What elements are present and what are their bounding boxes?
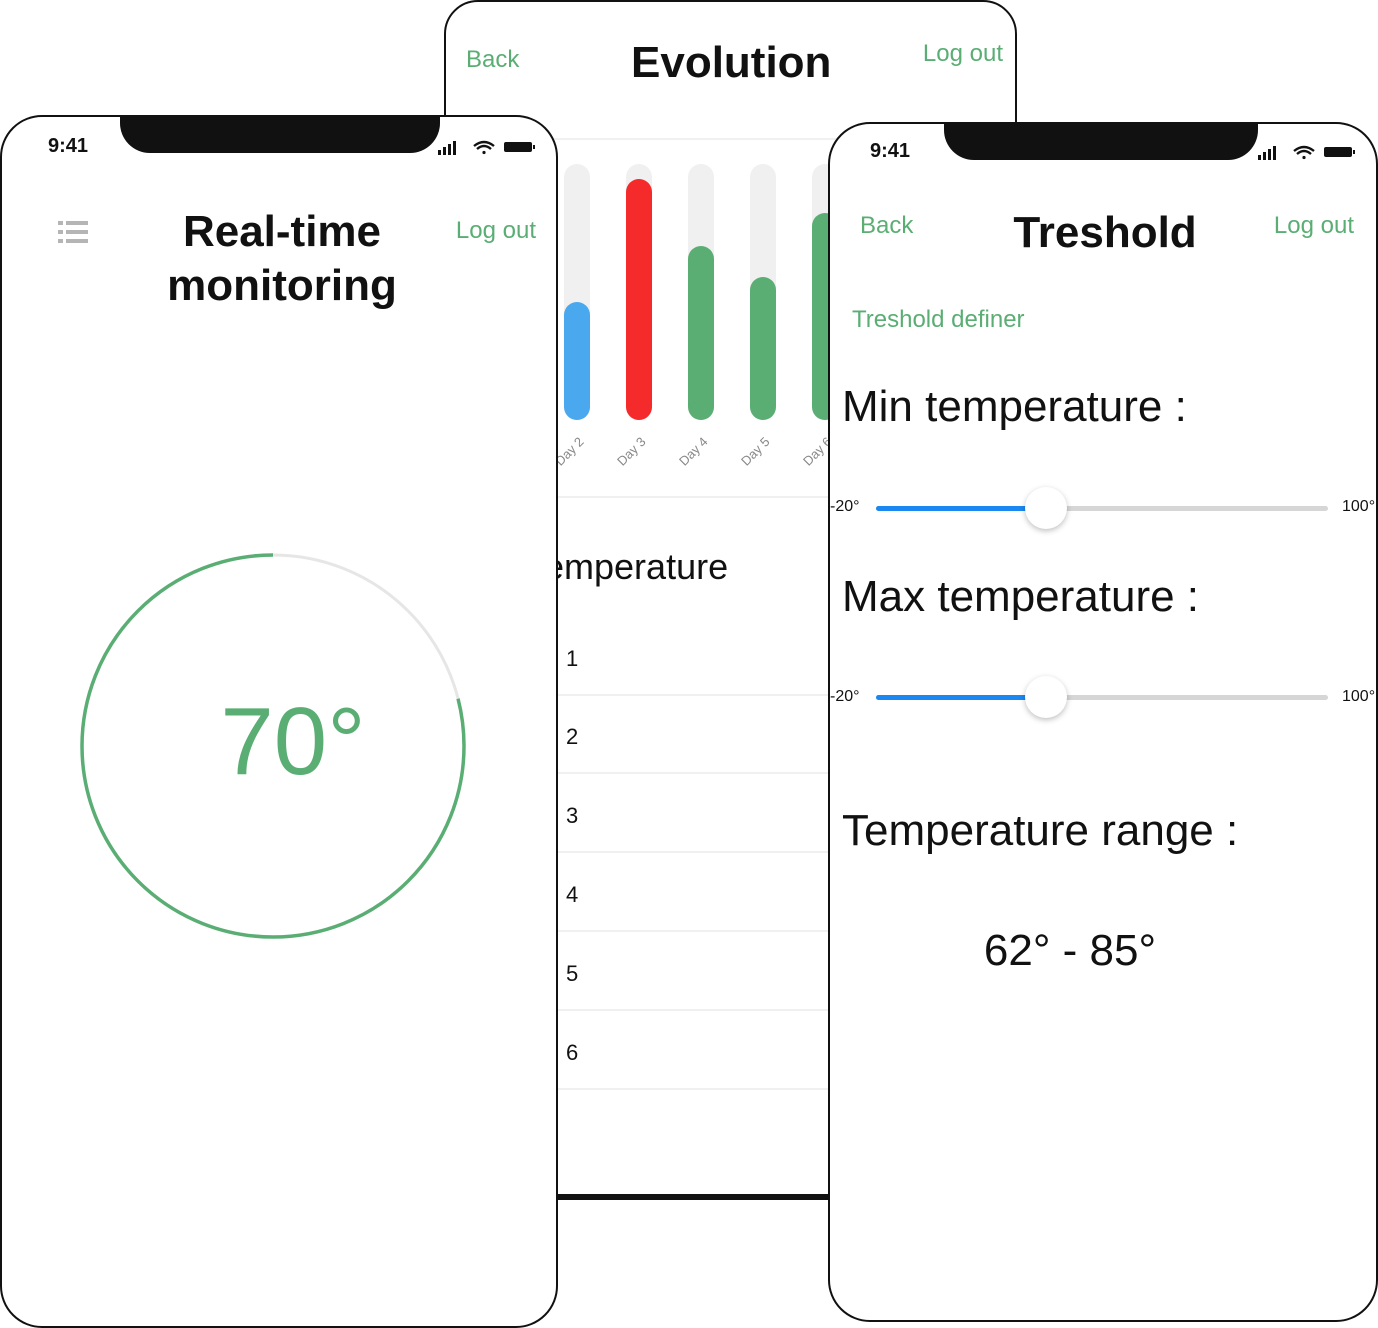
list-icon[interactable] xyxy=(58,219,88,245)
status-time: 9:41 xyxy=(870,140,911,162)
list-item-label: 5 xyxy=(566,961,579,986)
wifi-icon xyxy=(473,140,495,155)
notch xyxy=(120,117,440,153)
bar[interactable] xyxy=(688,245,714,420)
bar[interactable] xyxy=(564,302,590,420)
slider-fill xyxy=(876,506,1046,511)
slider-fill xyxy=(876,695,1046,700)
max-temperature-label: Max temperature : xyxy=(842,572,1200,621)
list-item[interactable]: 5 xyxy=(446,931,1015,1011)
list-item-label: 3 xyxy=(566,803,579,828)
list-item[interactable]: 4 xyxy=(446,852,1015,932)
slider-max-value: 100° xyxy=(1342,498,1376,515)
wifi-icon xyxy=(1293,145,1315,160)
threshold-definer-link[interactable]: Treshold definer xyxy=(852,306,1025,333)
list-item-label: 4 xyxy=(566,882,579,907)
bar[interactable] xyxy=(626,179,652,420)
temperature-range-value: 62° - 85° xyxy=(983,926,1157,975)
battery-icon xyxy=(504,142,535,152)
min-temperature-label: Min temperature : xyxy=(842,382,1187,431)
x-tick-label: Day 4 xyxy=(676,433,711,469)
min-temperature-slider[interactable] xyxy=(876,487,1328,529)
back-button[interactable]: Back xyxy=(860,212,914,239)
max-temperature-slider[interactable] xyxy=(876,676,1328,718)
status-time: 9:41 xyxy=(48,135,89,157)
bar-track xyxy=(564,164,590,420)
list-item-label: 6 xyxy=(566,1040,579,1065)
bar-track xyxy=(688,164,714,420)
realtime-screen: 9:41 Real-time monitoring Log out 70° xyxy=(0,115,558,1328)
temperature-gauge xyxy=(80,553,466,939)
logout-button[interactable]: Log out xyxy=(455,217,536,244)
list-item-label: 1 xyxy=(566,646,579,671)
battery-icon xyxy=(1324,147,1355,157)
threshold-screen: 9:41 Back Treshold Log out Treshold defi… xyxy=(828,122,1378,1322)
slider-thumb[interactable] xyxy=(1024,487,1067,529)
chart-divider xyxy=(446,496,1015,498)
back-button[interactable]: Back xyxy=(466,46,520,73)
header-divider xyxy=(446,138,1015,140)
bar-track xyxy=(750,164,776,420)
status-icons xyxy=(1258,145,1355,160)
list-item[interactable]: 1 xyxy=(446,616,1015,696)
x-tick-label: Day 3 xyxy=(614,433,649,469)
section-title: Temperature xyxy=(526,546,729,587)
page-title: Treshold xyxy=(1013,208,1197,257)
list-item-label: 2 xyxy=(566,724,579,749)
signal-icon xyxy=(1258,146,1276,160)
page-title: Real-time monitoring xyxy=(167,207,397,310)
slider-thumb[interactable] xyxy=(1024,676,1067,718)
slider-min-value: -20° xyxy=(830,688,860,705)
slider-min-value: -20° xyxy=(830,498,860,515)
slider-max-value: 100° xyxy=(1342,688,1376,705)
logout-button[interactable]: Log out xyxy=(922,40,1003,67)
gauge-value: 70° xyxy=(220,688,366,795)
list-item[interactable]: 6 xyxy=(446,1010,1015,1090)
bar[interactable] xyxy=(750,276,776,420)
notch xyxy=(944,124,1258,160)
x-tick-label: Day 5 xyxy=(738,433,773,469)
temperature-range-label: Temperature range : xyxy=(842,806,1239,855)
logout-button[interactable]: Log out xyxy=(1273,212,1354,239)
list-item[interactable]: 2 xyxy=(446,694,1015,774)
page-title: Evolution xyxy=(631,38,832,87)
status-icons xyxy=(438,140,535,155)
signal-icon xyxy=(438,141,456,155)
home-indicator-line xyxy=(446,1194,1015,1198)
list-item[interactable]: 3 xyxy=(446,773,1015,853)
bar-track xyxy=(626,164,652,420)
gauge-progress xyxy=(80,553,466,939)
